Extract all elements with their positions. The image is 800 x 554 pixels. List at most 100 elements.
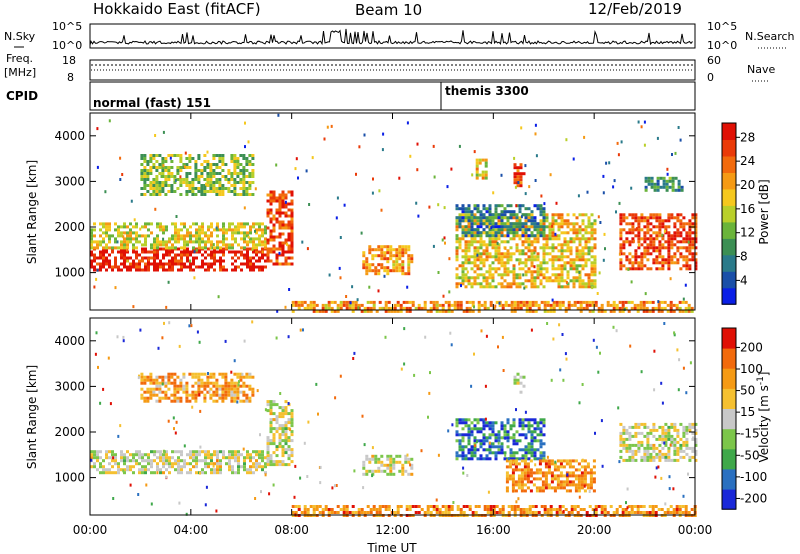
heatmap-cell: [126, 456, 129, 460]
heatmap-cell: [464, 246, 468, 250]
heatmap-cell: [661, 225, 665, 229]
heatmap-cell: [362, 254, 366, 258]
heatmap-cell: [566, 282, 570, 286]
heatmap-cell: [159, 225, 162, 229]
heatmap-cell: [582, 300, 586, 304]
heatmap-cell: [120, 456, 123, 460]
heatmap-cell: [664, 261, 668, 265]
colorbar-segment: [722, 205, 736, 223]
heatmap-cell: [543, 300, 547, 304]
heatmap-cell: [210, 253, 213, 257]
heatmap-cell: [306, 306, 310, 310]
heatmap-cell: [482, 240, 486, 244]
heatmap-cell: [536, 270, 540, 274]
heatmap-cell: [551, 219, 555, 223]
heatmap-cell: [120, 262, 123, 266]
heatmap-cell: [628, 443, 632, 447]
heatmap-cell: [143, 181, 147, 184]
heatmap-cell: [212, 175, 216, 178]
heatmap-cell: [577, 468, 581, 472]
heatmap-cell: [252, 471, 255, 475]
heatmap-cell: [120, 468, 123, 472]
heatmap-cell: [506, 240, 510, 244]
heatmap-cell: [548, 222, 552, 226]
heatmap-cell: [155, 187, 159, 190]
heatmap-cell: [237, 456, 240, 460]
heatmap-cell: [673, 440, 677, 444]
heatmap-cell: [174, 468, 177, 472]
heatmap-cell: [159, 459, 162, 463]
heatmap-cell: [664, 428, 668, 432]
heatmap-cell: [588, 303, 592, 307]
heatmap-cell: [682, 425, 686, 429]
heatmap-cell: [255, 465, 258, 469]
heatmap-cell: [461, 216, 465, 220]
heatmap-cell: [560, 243, 564, 247]
heatmap-cell: [592, 459, 596, 463]
heatmap-cell: [581, 219, 585, 223]
heatmap-cell: [474, 511, 478, 514]
heatmap-cell: [275, 217, 279, 221]
heatmap-cell: [593, 237, 597, 241]
heatmap-cell: [191, 181, 195, 184]
heatmap-cell: [514, 185, 517, 189]
heatmap-cell: [173, 390, 177, 394]
heatmap-cell: [174, 462, 177, 466]
heatmap-cell: [543, 306, 547, 310]
heatmap-cell: [153, 459, 156, 463]
heatmap-cell: [135, 237, 138, 241]
heatmap-cell: [153, 243, 156, 247]
heatmap-cell: [327, 300, 331, 304]
heatmap-cell: [236, 163, 240, 166]
heatmap-cell: [568, 489, 572, 493]
heatmap-cell: [560, 267, 564, 271]
heatmap-cell: [479, 445, 483, 449]
heatmap-cell: [553, 489, 557, 493]
heatmap-cell: [533, 234, 537, 238]
heatmap-cell: [667, 434, 671, 438]
heatmap-cell: [488, 451, 492, 455]
heatmap-cell: [497, 448, 501, 452]
heatmap-cell: [351, 303, 355, 307]
heatmap-cell: [441, 511, 445, 514]
heatmap-cell: [511, 459, 515, 463]
heatmap-cell: [586, 465, 590, 469]
heatmap-cell: [401, 260, 405, 264]
heatmap-cell: [631, 216, 635, 220]
heatmap-cell: [539, 421, 543, 425]
heatmap-cell: [114, 259, 117, 263]
heatmap-cell: [129, 228, 132, 232]
heatmap-cell: [685, 443, 689, 447]
heatmap-cell: [534, 300, 538, 304]
heatmap-cell: [176, 169, 180, 172]
heatmap-cell: [573, 505, 577, 508]
heatmap-cell: [526, 477, 530, 481]
heatmap-cell: [192, 240, 195, 244]
heatmap-cell: [371, 263, 375, 267]
heatmap-cell: [492, 508, 496, 511]
heatmap-cell: [677, 182, 681, 186]
heatmap-cell: [461, 267, 465, 271]
heatmap-cell: [563, 240, 567, 244]
heatmap-cell: [530, 433, 534, 437]
heatmap-cell: [275, 247, 279, 251]
heatmap-cell: [590, 249, 594, 253]
heatmap-cell: [649, 216, 653, 220]
heatmap-cell: [240, 237, 243, 241]
heatmap-cell: [228, 222, 231, 226]
heatmap-cell: [221, 193, 225, 196]
heatmap-cell: [140, 154, 144, 157]
heatmap-cell: [542, 442, 546, 446]
heatmap-cell: [523, 462, 527, 466]
heatmap-cell: [143, 175, 147, 178]
heatmap-cell: [102, 225, 105, 229]
heatmap-cell: [476, 216, 480, 220]
heatmap-cell: [572, 157, 575, 161]
heatmap-cell: [186, 231, 189, 235]
heatmap-cell: [500, 213, 504, 217]
heatmap-cell: [584, 252, 588, 256]
heatmap-cell: [455, 216, 459, 220]
heatmap-cell: [584, 261, 588, 265]
heatmap-cell: [528, 505, 532, 508]
heatmap-cell: [660, 300, 664, 304]
